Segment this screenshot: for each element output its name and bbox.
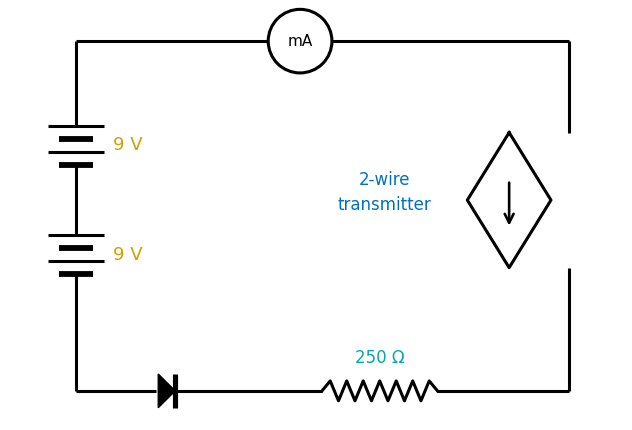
Text: 9 V: 9 V <box>113 246 143 264</box>
Text: 9 V: 9 V <box>113 136 143 154</box>
Polygon shape <box>158 374 175 408</box>
Text: 250 Ω: 250 Ω <box>355 349 404 367</box>
Text: mA: mA <box>288 34 313 49</box>
Text: 2-wire
transmitter: 2-wire transmitter <box>338 171 432 214</box>
